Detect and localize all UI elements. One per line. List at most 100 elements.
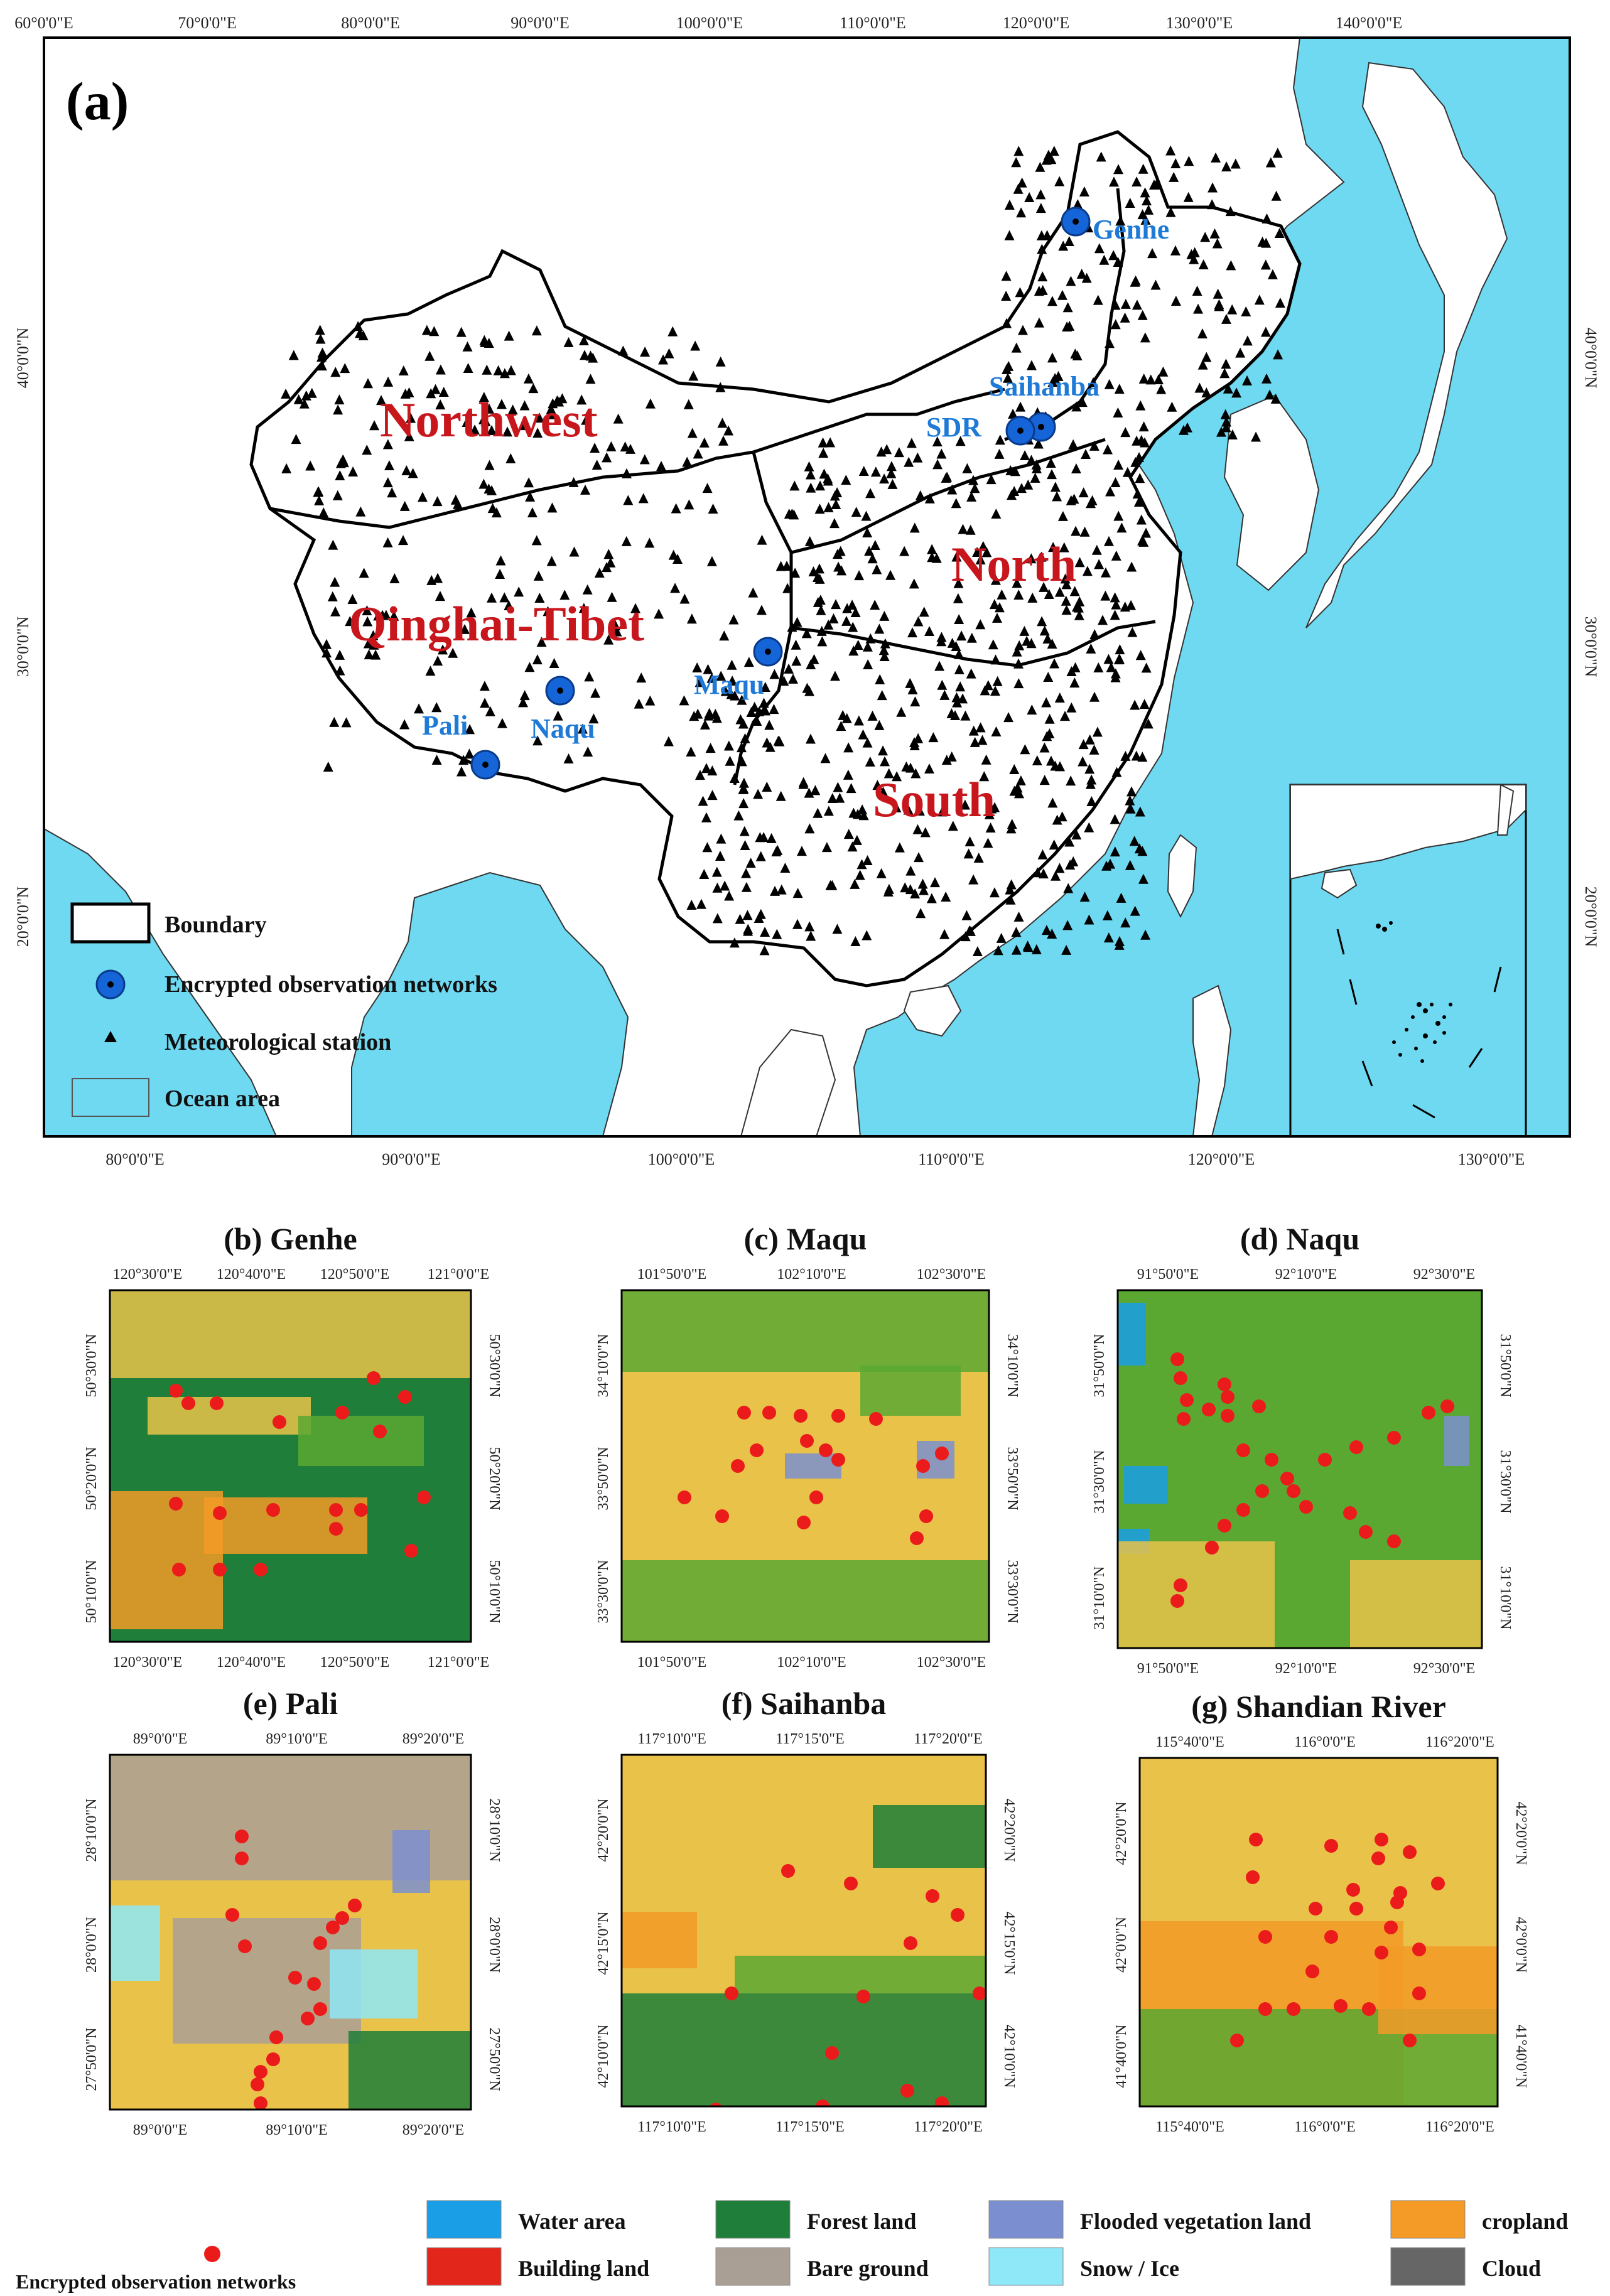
station-marker (983, 680, 993, 691)
station-marker (478, 478, 489, 489)
station-marker (504, 600, 514, 611)
station-marker (306, 387, 317, 398)
station-marker (842, 603, 853, 613)
station-marker (594, 568, 605, 578)
station-marker (1140, 929, 1151, 940)
station-marker (1132, 488, 1143, 499)
station-marker (1013, 590, 1024, 600)
station-marker (495, 569, 505, 579)
station-marker (433, 573, 443, 583)
station-marker (1058, 240, 1069, 251)
observation-site-dot (238, 1939, 252, 1953)
station-marker (630, 603, 641, 613)
station-marker (810, 785, 821, 795)
station-marker (1074, 596, 1085, 606)
station-marker (682, 456, 693, 467)
station-marker (992, 676, 1003, 686)
station-marker (482, 364, 492, 375)
station-marker (1042, 731, 1052, 741)
lat-tick-right: 42°20'0"N (1001, 1798, 1017, 1862)
observation-site-dot (1236, 1443, 1250, 1457)
observation-site-dot (831, 1409, 845, 1423)
station-marker (867, 553, 878, 564)
panel-title: (g) Shandian River (1191, 1689, 1446, 1724)
station-marker (1213, 288, 1223, 299)
station-marker (880, 756, 890, 767)
station-marker (1070, 348, 1081, 359)
station-marker (470, 424, 480, 435)
station-marker (1101, 860, 1112, 871)
station-marker (1074, 610, 1084, 620)
station-marker (1047, 352, 1057, 363)
lon-tick-top: 140°0'0"E (1336, 14, 1403, 32)
station-marker (831, 599, 841, 610)
station-marker (549, 658, 559, 669)
station-marker (914, 852, 924, 863)
station-marker (569, 546, 580, 557)
observation-site-dot (900, 2084, 914, 2098)
station-marker (702, 842, 713, 853)
lat-tick-left: 40°0'0"N (14, 328, 32, 389)
station-marker (383, 376, 394, 387)
lon-tick-top: 121°0'0"E (428, 1266, 489, 1283)
station-marker (1013, 678, 1024, 689)
station-marker (909, 578, 919, 589)
station-marker (1012, 578, 1022, 588)
station-marker (934, 660, 945, 671)
station-marker (1110, 477, 1121, 488)
observation-site-dot (235, 1830, 249, 1843)
site-label-pali: Pali (422, 710, 468, 741)
station-marker (948, 821, 958, 831)
station-marker (924, 626, 935, 637)
station-marker (769, 704, 779, 714)
station-marker (634, 698, 644, 709)
station-marker (1207, 199, 1218, 210)
lat-tick-left: 31°30'0"N (1091, 1450, 1108, 1513)
station-marker (1011, 927, 1022, 937)
station-marker (989, 599, 1000, 610)
station-marker (1170, 245, 1180, 256)
station-marker (729, 937, 740, 948)
station-marker (990, 654, 1001, 665)
station-marker (741, 881, 752, 892)
station-marker (1039, 625, 1050, 636)
landcover-patch (1124, 1466, 1168, 1504)
station-marker (1125, 860, 1135, 870)
station-marker (806, 482, 816, 493)
station-marker (808, 566, 819, 577)
observation-site-dot (919, 1509, 933, 1523)
station-marker (546, 556, 557, 566)
panel-0: (b) Genhe 120°30'0"E 120°30'0"E 120°40'0"E 1… (84, 1221, 502, 1671)
station-marker (723, 740, 734, 751)
station-marker (1138, 373, 1149, 384)
station-marker (335, 665, 345, 676)
station-marker (1020, 450, 1030, 461)
station-marker (465, 724, 475, 735)
station-marker (980, 685, 990, 696)
observation-site-dot (335, 1406, 349, 1420)
lon-tick-top: 92°10'0"E (1275, 1266, 1337, 1283)
station-marker (1138, 421, 1149, 432)
station-marker (1147, 248, 1158, 259)
legend-swatch (426, 2247, 502, 2286)
station-marker (638, 493, 649, 504)
lat-tick-left: 28°0'0"N (84, 1917, 100, 1973)
station-marker (850, 607, 861, 618)
station-marker (1064, 836, 1075, 847)
observation-site-dot (1255, 1484, 1269, 1498)
station-marker (1027, 704, 1037, 715)
lat-tick-right: 40°0'0"N (1582, 328, 1600, 389)
station-marker (664, 348, 674, 358)
station-marker (1020, 744, 1030, 755)
station-marker (703, 710, 714, 721)
site-label-saihanba: Saihanba (989, 371, 1099, 402)
station-marker (919, 606, 929, 617)
station-marker (823, 475, 833, 486)
station-marker (1013, 788, 1024, 799)
station-marker (1182, 422, 1192, 433)
station-marker (719, 630, 730, 641)
station-marker (1139, 699, 1150, 709)
station-marker (706, 556, 717, 566)
lon-tick-bottom: 115°40'0"E (1155, 2119, 1224, 2135)
station-marker (1078, 487, 1089, 498)
